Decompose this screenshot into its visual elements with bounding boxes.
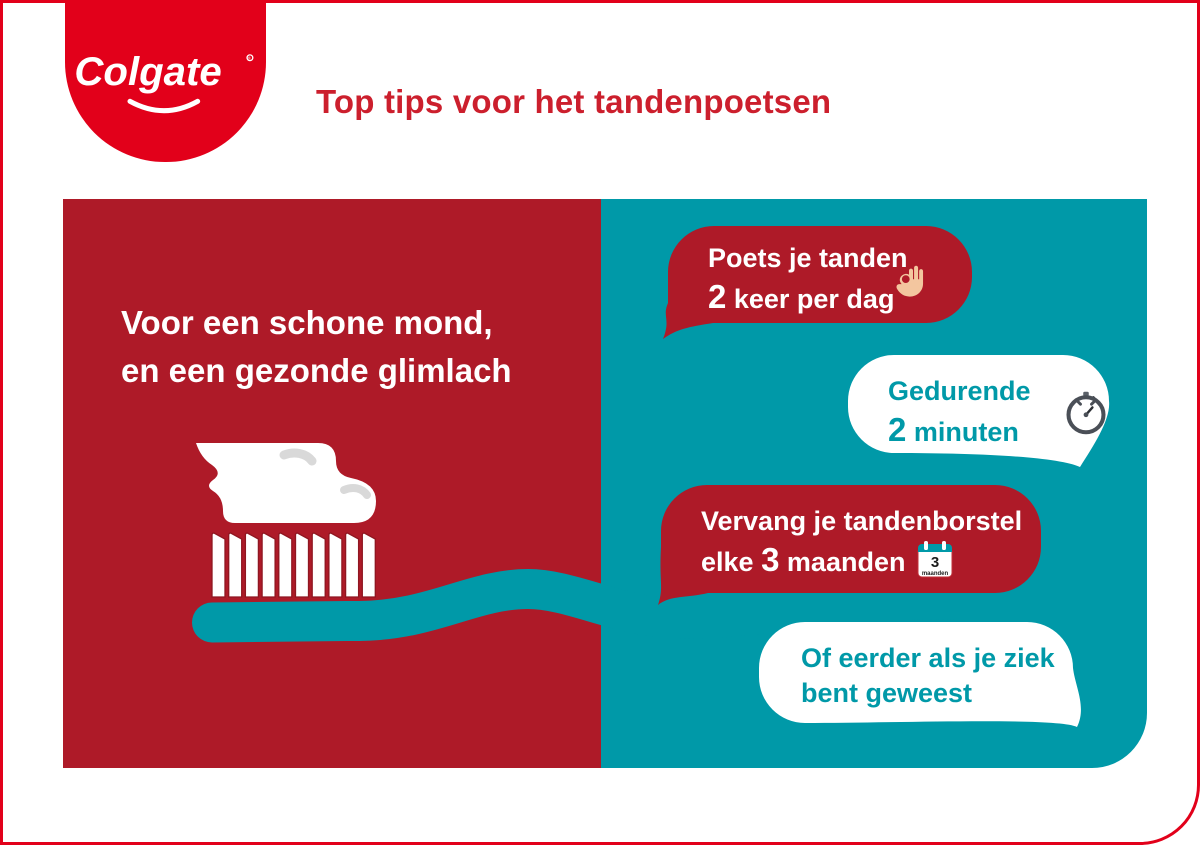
svg-text:Colgate: Colgate [74, 49, 221, 94]
